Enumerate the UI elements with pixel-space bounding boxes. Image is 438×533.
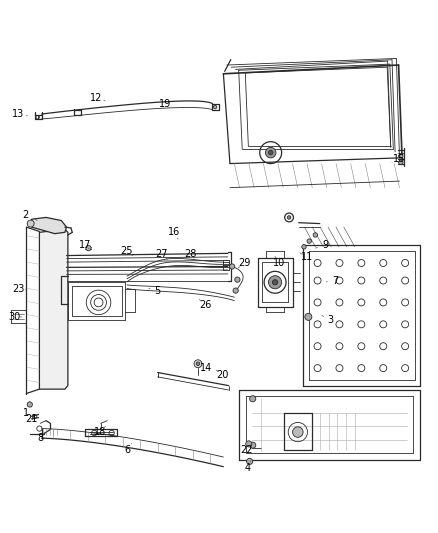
Circle shape: [287, 216, 291, 219]
Circle shape: [265, 147, 276, 158]
Circle shape: [268, 276, 282, 289]
Circle shape: [194, 360, 202, 368]
Text: 29: 29: [238, 258, 251, 268]
Circle shape: [305, 313, 312, 320]
Text: 10: 10: [273, 258, 286, 268]
Text: 13: 13: [12, 109, 25, 119]
Text: 20: 20: [216, 370, 229, 380]
Text: 18: 18: [94, 427, 106, 437]
Text: 26: 26: [199, 300, 211, 310]
Text: 6: 6: [124, 445, 130, 455]
Circle shape: [196, 362, 200, 366]
Text: 12: 12: [90, 93, 102, 103]
Text: 1: 1: [23, 408, 29, 418]
Circle shape: [313, 233, 318, 237]
Circle shape: [247, 458, 253, 464]
Circle shape: [86, 246, 91, 251]
Circle shape: [399, 154, 403, 158]
Circle shape: [293, 427, 303, 437]
Text: 28: 28: [184, 249, 197, 259]
Text: 19: 19: [159, 99, 172, 109]
Circle shape: [246, 441, 252, 447]
Text: 30: 30: [8, 312, 20, 322]
Text: 15: 15: [393, 154, 406, 164]
Circle shape: [268, 150, 273, 155]
Text: 23: 23: [12, 284, 25, 294]
Circle shape: [230, 264, 235, 269]
Circle shape: [399, 160, 403, 165]
Circle shape: [27, 402, 32, 407]
Circle shape: [250, 442, 256, 448]
Text: 2: 2: [22, 210, 28, 220]
Circle shape: [272, 280, 278, 285]
Text: 17: 17: [79, 240, 92, 251]
Text: 22: 22: [240, 445, 252, 455]
Circle shape: [307, 239, 311, 243]
Circle shape: [233, 288, 238, 293]
Text: 7: 7: [332, 276, 338, 286]
Polygon shape: [32, 217, 67, 233]
Text: 5: 5: [155, 286, 161, 296]
Text: 25: 25: [120, 246, 132, 256]
Text: 8: 8: [37, 433, 43, 443]
Circle shape: [235, 277, 240, 282]
Text: 21: 21: [25, 414, 38, 424]
Text: 4: 4: [244, 463, 251, 473]
Text: 14: 14: [200, 363, 212, 373]
Text: 3: 3: [328, 315, 334, 325]
Circle shape: [213, 106, 217, 109]
Polygon shape: [39, 229, 68, 389]
Text: 16: 16: [168, 228, 180, 237]
Text: 27: 27: [155, 249, 167, 259]
Circle shape: [250, 395, 256, 402]
Circle shape: [302, 245, 306, 249]
Circle shape: [27, 220, 34, 227]
Text: 11: 11: [300, 252, 313, 262]
Text: 9: 9: [322, 240, 328, 251]
